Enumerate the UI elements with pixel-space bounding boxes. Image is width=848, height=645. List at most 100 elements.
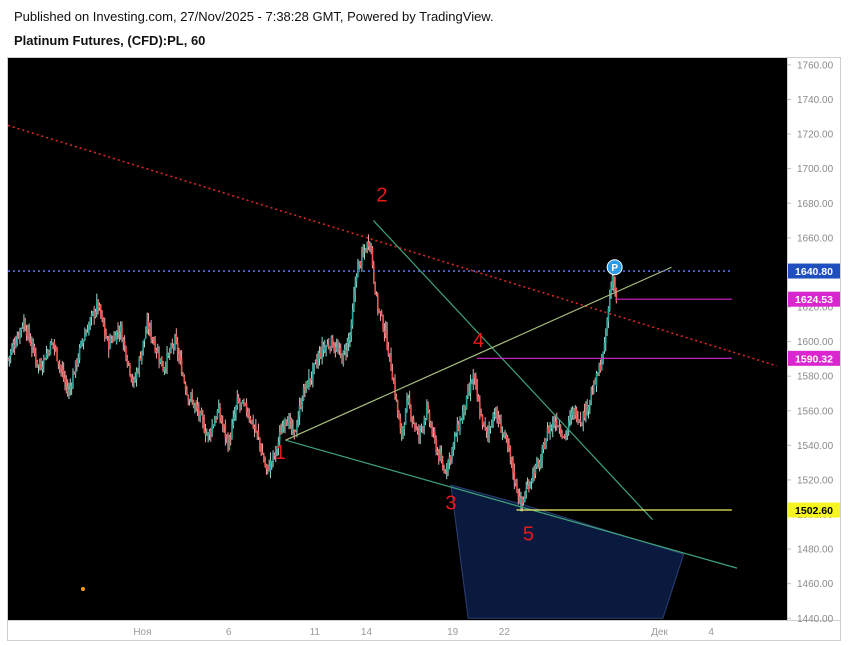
candle-body: [412, 418, 415, 423]
candle-body: [24, 321, 27, 331]
candle-body: [475, 377, 477, 386]
candle-body: [501, 432, 504, 434]
candle-body: [33, 346, 36, 354]
candle-body: [20, 328, 23, 330]
candle-body: [435, 439, 437, 453]
candle-body: [485, 428, 488, 432]
candle-body: [557, 426, 559, 428]
candle-body: [141, 350, 143, 361]
candle-body: [565, 434, 567, 436]
candle-body: [606, 319, 608, 335]
candle-body: [542, 443, 545, 450]
candle-body: [430, 423, 432, 426]
candle-body: [445, 469, 448, 471]
candle-body: [188, 399, 191, 401]
candle-body: [280, 432, 282, 435]
signal-marker[interactable]: P: [606, 259, 623, 276]
candle-body: [9, 351, 12, 357]
candle-body: [269, 460, 272, 471]
candle-body: [308, 377, 310, 389]
candle-body: [94, 311, 97, 317]
candle-body: [106, 338, 109, 340]
candle-body: [607, 307, 610, 322]
candle-body: [310, 378, 313, 380]
candle-body: [452, 443, 455, 450]
target-zone: [450, 484, 685, 619]
price-axis[interactable]: [787, 58, 840, 620]
candle-body: [35, 353, 37, 362]
candle-body: [301, 400, 304, 408]
candle-body: [207, 433, 209, 436]
candle-body: [137, 371, 139, 373]
candle-body: [359, 262, 362, 266]
trend-lines[interactable]: [8, 124, 777, 569]
candle-body: [102, 318, 105, 326]
candle-body: [347, 339, 350, 344]
candle-body: [183, 376, 186, 383]
candle-body: [232, 417, 235, 425]
candle-body: [171, 345, 174, 347]
candle-body: [461, 411, 464, 421]
candle-body: [551, 421, 554, 429]
candle-body: [603, 342, 606, 351]
time-axis[interactable]: [8, 620, 840, 640]
candle-body: [465, 395, 468, 410]
candle-body: [424, 418, 427, 422]
candle-body: [119, 326, 122, 332]
candle-body: [574, 409, 577, 415]
trend-line-wave-1-3[interactable]: [285, 439, 738, 569]
candle-body: [58, 364, 61, 366]
candle-body: [386, 329, 388, 349]
plot-area[interactable]: [8, 58, 787, 620]
y-tick-label: 1700.00: [797, 164, 834, 175]
chart-border: [7, 57, 841, 641]
candle-body: [591, 393, 594, 395]
price-tag: [788, 263, 840, 279]
candle-body: [375, 294, 378, 296]
candle-body: [288, 418, 290, 428]
candle-body: [297, 417, 300, 426]
candle-body: [60, 365, 62, 369]
candle-body: [217, 406, 220, 413]
candle-body: [366, 242, 368, 251]
candle-body: [240, 402, 243, 404]
price-tag-label: 1590.32: [795, 353, 833, 365]
candle-body: [443, 470, 445, 472]
candle-body: [464, 405, 467, 409]
candle-body: [241, 400, 244, 404]
candle-body: [37, 364, 40, 366]
candle-body: [509, 446, 512, 457]
candle-body: [8, 358, 9, 360]
candle-body: [540, 461, 542, 467]
candle-body: [578, 419, 581, 422]
candle-body: [314, 360, 317, 363]
candle-body: [227, 437, 229, 450]
trend-line-resistance[interactable]: [8, 124, 777, 367]
candle-body: [384, 328, 387, 333]
candle-body: [526, 484, 529, 489]
candle-body: [327, 345, 330, 348]
candle-body: [86, 331, 89, 333]
candle-body: [195, 403, 198, 406]
candle-body: [541, 449, 543, 460]
candle-body: [216, 410, 219, 419]
candle-body: [251, 420, 253, 423]
signal-marker-circle[interactable]: [606, 259, 623, 276]
candle-body: [525, 488, 528, 496]
candle-body: [326, 344, 329, 347]
candle-body: [451, 448, 453, 459]
candle-body: [133, 379, 135, 382]
candle-body: [398, 412, 400, 420]
candles: [8, 234, 618, 512]
candle-body: [293, 429, 296, 432]
candle-body: [196, 405, 199, 410]
candle-body: [268, 465, 270, 471]
price-tag: [788, 350, 840, 366]
candle-body: [514, 480, 517, 483]
candle-body: [583, 412, 586, 419]
candle-body: [357, 265, 359, 278]
candle-body: [57, 361, 60, 364]
trend-line-wave-1-4-ext[interactable]: [285, 266, 672, 441]
candle-body: [317, 357, 319, 364]
